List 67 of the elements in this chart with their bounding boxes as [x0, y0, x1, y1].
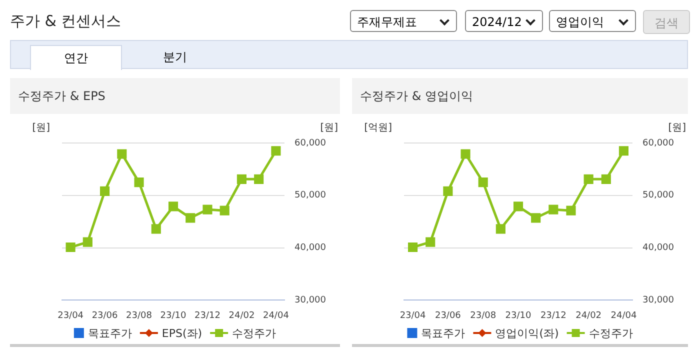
point — [100, 186, 110, 196]
point — [202, 204, 212, 214]
point — [584, 174, 594, 184]
x-tick-label: 24/02 — [576, 310, 602, 321]
point — [408, 242, 418, 252]
legend-label: 목표주가 — [421, 326, 466, 340]
text: 2024/12 — [465, 10, 543, 32]
x-tick-label: 23/08 — [470, 310, 496, 321]
y2-tick-label: 50,000 — [642, 190, 674, 201]
point — [236, 174, 247, 184]
y2-tick-label: 30,000 — [294, 296, 326, 306]
point — [151, 224, 161, 234]
point — [478, 178, 488, 188]
x-tick-label: 23/04 — [400, 310, 426, 321]
point — [513, 202, 524, 212]
text: 분기 — [162, 49, 188, 66]
y2-axis-title: [원] — [668, 122, 686, 134]
point — [117, 149, 127, 159]
x-tick-label: 23/06 — [92, 310, 118, 321]
text: 주가 & 컨센서스 — [10, 12, 122, 31]
point — [220, 206, 230, 216]
y2-tick-label: 40,000 — [642, 243, 674, 254]
text: 주재무제표 — [350, 10, 457, 32]
y2-tick-label: 50,000 — [294, 190, 326, 201]
x-tick-label: 24/04 — [610, 310, 637, 321]
point — [460, 149, 470, 159]
legend-label: 목표주가 — [88, 326, 132, 340]
point — [566, 206, 576, 216]
text: 검색 — [643, 10, 690, 34]
x-tick-label: 23/12 — [194, 310, 220, 321]
x-tick-label: 23/08 — [126, 310, 152, 321]
legend-label: 수정주가 — [588, 326, 633, 340]
text: 연간 — [30, 45, 122, 70]
point — [254, 174, 264, 184]
x-tick-label: 24/02 — [228, 310, 255, 321]
y2-tick-label: 40,000 — [294, 243, 326, 254]
point — [134, 178, 144, 188]
point — [271, 146, 281, 156]
point — [548, 204, 558, 214]
x-tick-label: 23/12 — [540, 310, 566, 321]
point — [618, 146, 629, 156]
x-tick-label: 23/04 — [58, 310, 84, 321]
point — [496, 224, 506, 234]
y2-tick-label: 60,000 — [294, 138, 326, 148]
point — [443, 186, 453, 196]
y2-tick-label: 30,000 — [642, 296, 674, 306]
point — [426, 237, 436, 247]
point — [531, 213, 541, 223]
point — [82, 237, 92, 247]
point — [601, 174, 611, 184]
x-tick-label: 23/10 — [505, 310, 532, 321]
legend-label: 수정주가 — [232, 326, 276, 340]
x-tick-label: 24/04 — [262, 310, 290, 321]
point — [66, 242, 76, 252]
point — [186, 213, 196, 223]
x-tick-label: 23/10 — [160, 310, 186, 321]
point — [168, 202, 178, 212]
y2-tick-label: 60,000 — [642, 138, 674, 148]
chart-title: 수정주가 & EPS — [10, 78, 340, 114]
chart-title: 수정주가 & 영업이익 — [352, 78, 688, 114]
y-axis-title: [원] — [32, 122, 50, 134]
legend-label: EPS(좌) — [162, 326, 202, 340]
x-tick-label: 23/06 — [434, 310, 462, 321]
legend-label: 영업이익(좌) — [495, 326, 559, 340]
y-axis-title: [억원] — [364, 122, 392, 134]
y2-axis-title: [원] — [320, 122, 338, 134]
text: 영업이익 — [549, 10, 636, 32]
